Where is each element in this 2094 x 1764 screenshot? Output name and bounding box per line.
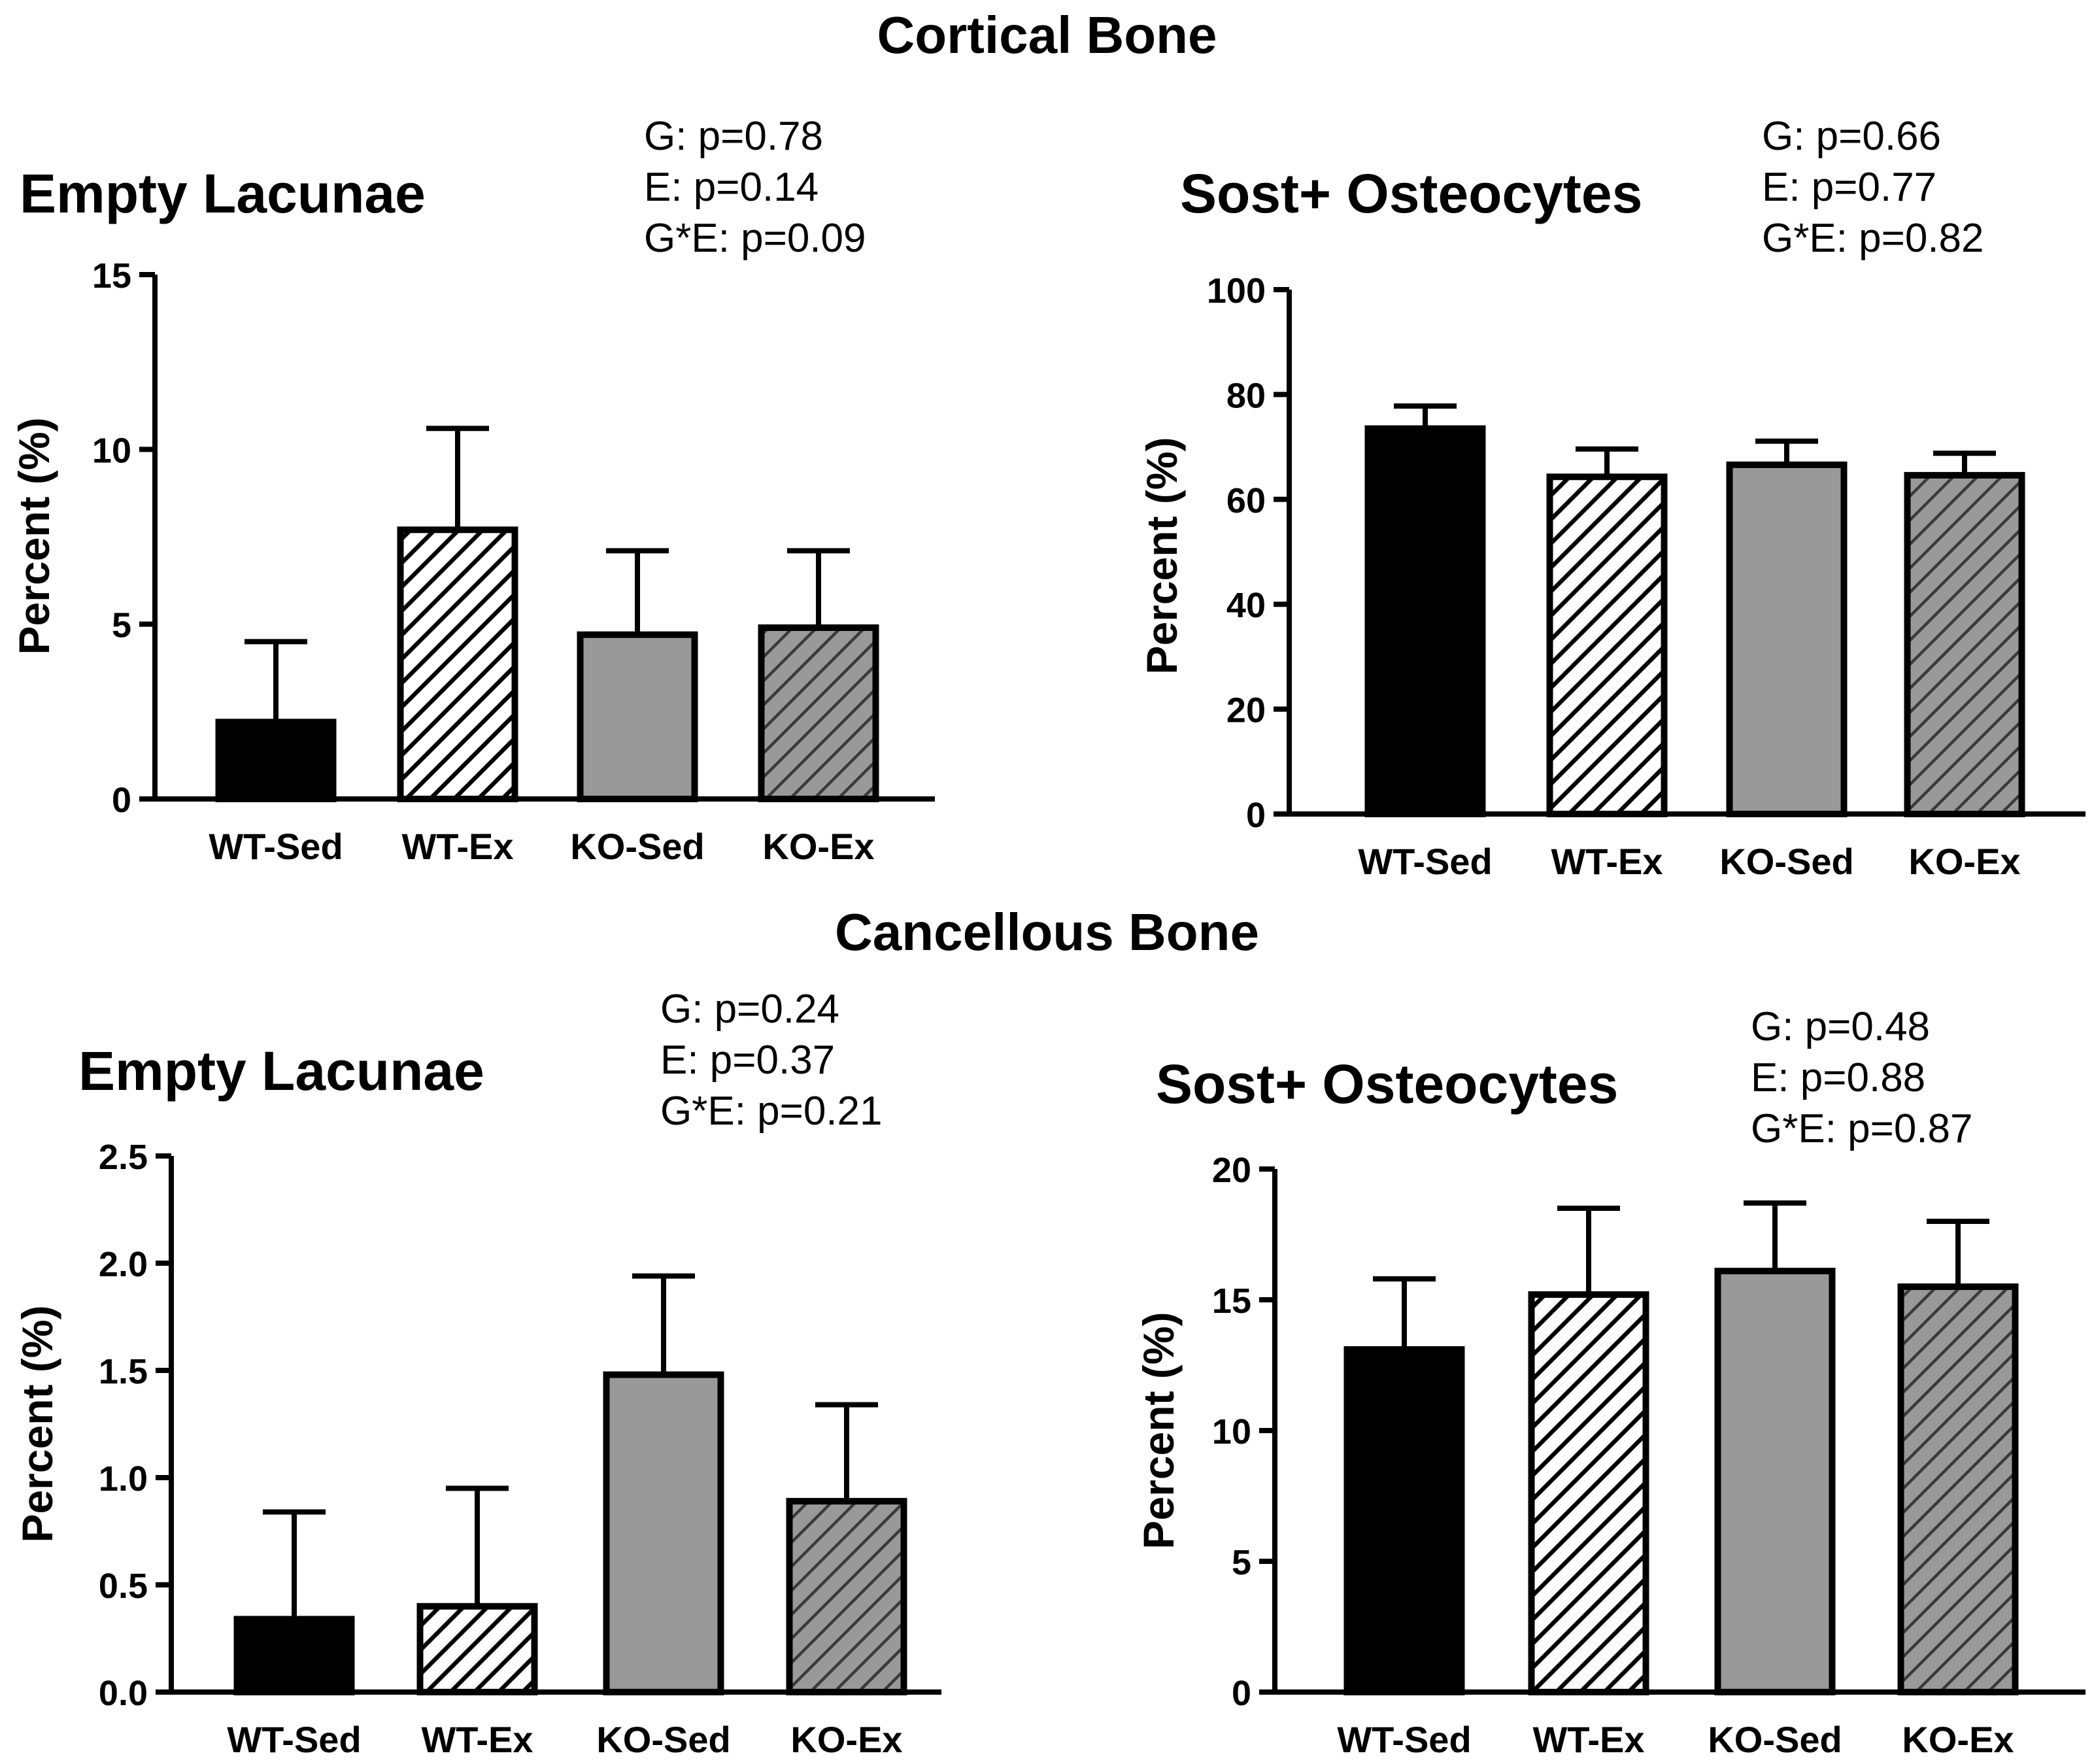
bar-ko-sed — [603, 1371, 724, 1696]
x-tick-label: WT-Sed — [227, 1719, 361, 1760]
x-tick-label: WT-Ex — [401, 826, 513, 867]
y-tick-label: 0 — [1232, 1674, 1251, 1713]
x-tick-label: KO-Sed — [1708, 1719, 1842, 1760]
bar-ko-ex — [786, 1498, 907, 1696]
y-tick-label: 0.5 — [99, 1567, 148, 1606]
y-axis-label: Percent (%) — [10, 417, 58, 654]
x-tick-label: KO-Sed — [570, 826, 704, 867]
x-tick-label: WT-Sed — [209, 826, 343, 867]
y-tick-label: 2.0 — [99, 1245, 148, 1284]
stat-e: E: p=0.14 — [644, 165, 819, 210]
chart-panel-0: 0 5 10 15 WT-Sed WT-Ex KO-Sed KO-Ex Percent (%) — [10, 256, 935, 867]
x-tick-label: WT-Ex — [421, 1719, 533, 1760]
x-tick-label: KO-Ex — [762, 826, 874, 867]
y-tick-label: 100 — [1207, 271, 1266, 311]
stats-cortical-empty-lacunae: G: p=0.78 E: p=0.14 G*E: p=0.09 — [644, 111, 866, 264]
y-tick-label: 20 — [1212, 1151, 1251, 1190]
stat-e: E: p=0.37 — [660, 1038, 836, 1083]
bar-ko-sed — [1726, 461, 1848, 817]
y-tick-label: 40 — [1226, 586, 1266, 625]
y-tick-label: 0.0 — [99, 1674, 148, 1713]
y-tick-label: 0 — [1246, 796, 1266, 835]
x-tick-label: KO-Sed — [1719, 841, 1853, 882]
stat-g: G: p=0.48 — [1751, 1004, 1931, 1049]
stat-ge: G*E: p=0.82 — [1762, 216, 1984, 261]
y-tick-label: 5 — [1232, 1543, 1251, 1582]
x-tick-label: WT-Ex — [1551, 841, 1663, 882]
x-tick-label: KO-Ex — [790, 1719, 902, 1760]
y-axis-label: Percent (%) — [13, 1305, 61, 1542]
bar-ko-ex — [758, 624, 879, 802]
section-title-cancellous: Cancellous Bone — [834, 903, 1260, 961]
stat-g: G: p=0.78 — [644, 114, 824, 159]
chart-panel-2: 0.0 0.5 1.0 1.5 2.0 2.5 WT-Sed WT-Ex KO-Sed KO-Ex… — [13, 1138, 941, 1760]
panel-title-cancellous-sost: Sost+ Osteocytes — [1156, 1053, 1619, 1115]
bar-wt-ex — [397, 526, 518, 802]
stat-g: G: p=0.24 — [660, 987, 840, 1032]
y-axis-label: Percent (%) — [1138, 437, 1186, 674]
y-tick-label: 10 — [92, 431, 131, 470]
bar-wt-ex — [1546, 473, 1668, 817]
bar-ko-ex — [1904, 471, 2025, 817]
y-tick-label: 80 — [1226, 376, 1266, 415]
bar-wt-sed — [215, 719, 337, 802]
stat-ge: G*E: p=0.09 — [644, 216, 866, 261]
y-tick-label: 10 — [1212, 1412, 1251, 1451]
bar-wt-sed — [1343, 1346, 1465, 1695]
x-tick-label: WT-Ex — [1532, 1719, 1644, 1760]
y-tick-label: 2.5 — [99, 1138, 148, 1177]
stat-g: G: p=0.66 — [1762, 114, 1942, 159]
chart-panel-3: 0 5 10 15 20 WT-Sed WT-Ex KO-Sed KO-Ex Percent (%… — [1134, 1151, 2086, 1760]
x-tick-label: KO-Sed — [596, 1719, 730, 1760]
stat-ge: G*E: p=0.87 — [1751, 1106, 1973, 1151]
stats-cancellous-sost: G: p=0.48 E: p=0.88 G*E: p=0.87 — [1751, 1002, 1973, 1155]
bar-wt-ex — [1528, 1291, 1649, 1695]
stat-ge: G*E: p=0.21 — [660, 1089, 883, 1134]
stat-e: E: p=0.88 — [1751, 1055, 1926, 1100]
y-axis-label: Percent (%) — [1134, 1312, 1183, 1549]
y-tick-label: 15 — [92, 256, 131, 296]
bar-wt-sed — [1364, 425, 1486, 817]
bar-wt-sed — [233, 1616, 355, 1695]
y-tick-label: 0 — [112, 781, 131, 820]
y-tick-label: 5 — [112, 606, 131, 645]
panel-title-cortical-sost: Sost+ Osteocytes — [1180, 163, 1643, 224]
section-title-cortical: Cortical Bone — [877, 6, 1217, 64]
y-tick-label: 20 — [1226, 691, 1266, 730]
x-tick-label: KO-Ex — [1908, 841, 2020, 882]
chart-panel-1: 0 20 40 60 80 100 WT-Sed WT-Ex KO-Sed KO-Ex Percen… — [1138, 271, 2086, 882]
stats-cancellous-empty-lacunae: G: p=0.24 E: p=0.37 G*E: p=0.21 — [660, 984, 883, 1137]
panel-title-cancellous-empty-lacunae: Empty Lacunae — [78, 1040, 484, 1102]
panel-title-cortical-empty-lacunae: Empty Lacunae — [20, 163, 426, 224]
bar-ko-ex — [1897, 1283, 2019, 1695]
bar-ko-sed — [1714, 1268, 1836, 1695]
bar-wt-ex — [416, 1603, 538, 1696]
x-tick-label: KO-Ex — [1902, 1719, 2014, 1760]
bar-ko-sed — [577, 631, 698, 802]
y-tick-label: 1.5 — [99, 1352, 148, 1391]
y-tick-label: 1.0 — [99, 1459, 148, 1499]
y-tick-label: 60 — [1226, 481, 1266, 520]
y-tick-label: 15 — [1212, 1281, 1251, 1321]
x-tick-label: WT-Sed — [1337, 1719, 1471, 1760]
stats-cortical-sost: G: p=0.66 E: p=0.77 G*E: p=0.82 — [1762, 111, 1984, 264]
x-tick-label: WT-Sed — [1358, 841, 1492, 882]
stat-e: E: p=0.77 — [1762, 165, 1937, 210]
